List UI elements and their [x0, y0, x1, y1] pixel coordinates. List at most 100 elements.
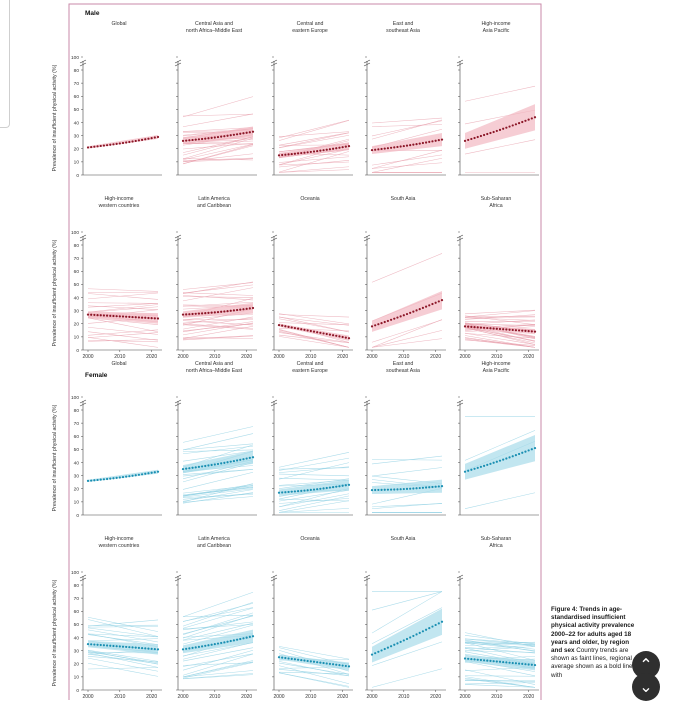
mean-trend-point	[144, 317, 146, 319]
mean-trend-point	[207, 312, 209, 314]
mean-trend-point	[236, 309, 238, 311]
country-trend-line	[183, 145, 253, 164]
panel-title: Latin America	[198, 536, 230, 542]
mean-trend-point	[151, 137, 153, 139]
mean-trend-point	[223, 310, 225, 312]
mean-trend-point	[335, 486, 337, 488]
mean-trend-point	[284, 154, 286, 156]
x-tick-label: 2000	[273, 354, 284, 360]
mean-trend-point	[431, 625, 433, 627]
mean-trend-point	[335, 664, 337, 666]
y-tick-label: 30	[74, 648, 80, 654]
mean-trend-point	[201, 138, 203, 140]
scroll-down-button[interactable]: ⌄	[632, 673, 660, 701]
mean-trend-point	[303, 659, 305, 661]
country-trend-line	[183, 675, 253, 679]
mean-trend-point	[505, 457, 507, 459]
mean-trend-point	[470, 658, 472, 660]
mean-trend-point	[384, 648, 386, 650]
x-tick-label: 2010	[114, 694, 125, 700]
mean-trend-point	[310, 660, 312, 662]
mean-trend-point	[138, 474, 140, 476]
uncertainty-band	[372, 609, 442, 663]
mean-trend-point	[291, 326, 293, 328]
mean-trend-point	[138, 316, 140, 318]
mean-trend-point	[217, 136, 219, 138]
mean-trend-point	[406, 638, 408, 640]
mean-trend-point	[300, 490, 302, 492]
mean-trend-point	[182, 313, 184, 315]
mean-trend-point	[531, 117, 533, 119]
panel-title: Central and	[297, 21, 324, 27]
y-tick-label: 60	[74, 269, 80, 275]
mean-trend-point	[473, 326, 475, 328]
mean-trend-point	[403, 314, 405, 316]
mean-trend-point	[313, 150, 315, 152]
mean-trend-point	[284, 491, 286, 493]
x-tick-label: 2000	[273, 694, 284, 700]
mean-trend-point	[287, 657, 289, 659]
mean-trend-point	[419, 142, 421, 144]
mean-trend-point	[380, 148, 382, 150]
mean-trend-point	[524, 663, 526, 665]
mean-trend-point	[246, 457, 248, 459]
mean-trend-point	[515, 123, 517, 125]
mean-trend-point	[307, 151, 309, 153]
mean-trend-point	[464, 657, 466, 659]
mean-trend-point	[425, 486, 427, 488]
panel-title: western countries	[99, 203, 140, 209]
y-tick-label: 100	[71, 230, 79, 236]
mean-trend-point	[329, 486, 331, 488]
mean-trend-point	[106, 644, 108, 646]
y-tick-label: 40	[74, 460, 80, 466]
mean-trend-point	[473, 658, 475, 660]
mean-trend-point	[531, 664, 533, 666]
country-trend-line	[279, 170, 349, 173]
panel-title: High-income	[481, 21, 510, 27]
mean-trend-point	[291, 153, 293, 155]
mean-trend-point	[220, 311, 222, 313]
country-trend-line	[279, 496, 349, 511]
mean-trend-point	[103, 314, 105, 316]
mean-trend-point	[480, 659, 482, 661]
mean-trend-point	[374, 324, 376, 326]
mean-trend-point	[515, 662, 517, 664]
mean-trend-point	[467, 326, 469, 328]
mean-trend-point	[198, 466, 200, 468]
mean-trend-point	[345, 665, 347, 667]
mean-trend-point	[93, 479, 95, 481]
mean-trend-point	[154, 471, 156, 473]
uncertainty-band	[183, 451, 253, 473]
mean-trend-point	[374, 652, 376, 654]
mean-trend-point	[278, 154, 280, 156]
mean-trend-point	[307, 489, 309, 491]
mean-trend-point	[524, 451, 526, 453]
mean-trend-point	[278, 656, 280, 658]
mean-trend-point	[144, 138, 146, 140]
mean-trend-point	[515, 454, 517, 456]
mean-trend-point	[329, 663, 331, 665]
mean-trend-point	[249, 636, 251, 638]
country-trend-line	[372, 118, 442, 123]
country-trend-line	[465, 670, 535, 685]
mean-trend-point	[390, 319, 392, 321]
panel-title: East and	[393, 361, 414, 367]
y-tick-label: 80	[74, 583, 80, 589]
y-tick-label: 70	[74, 421, 80, 427]
x-tick-label: 2020	[146, 694, 157, 700]
mean-trend-point	[112, 315, 114, 317]
x-tick-label: 2000	[177, 354, 188, 360]
x-tick-label: 2020	[146, 354, 157, 360]
mean-trend-point	[291, 491, 293, 493]
mean-trend-point	[198, 138, 200, 140]
mean-trend-point	[377, 148, 379, 150]
mean-trend-point	[141, 317, 143, 319]
country-trend-line	[372, 253, 442, 282]
mean-trend-point	[345, 484, 347, 486]
mean-trend-point	[119, 476, 121, 478]
panel-title: High-income	[104, 196, 133, 202]
mean-trend-point	[96, 644, 98, 646]
mean-trend-point	[131, 646, 133, 648]
mean-trend-point	[316, 331, 318, 333]
figure-caption: Figure 4: Trends in age-standardised ins…	[551, 606, 637, 680]
